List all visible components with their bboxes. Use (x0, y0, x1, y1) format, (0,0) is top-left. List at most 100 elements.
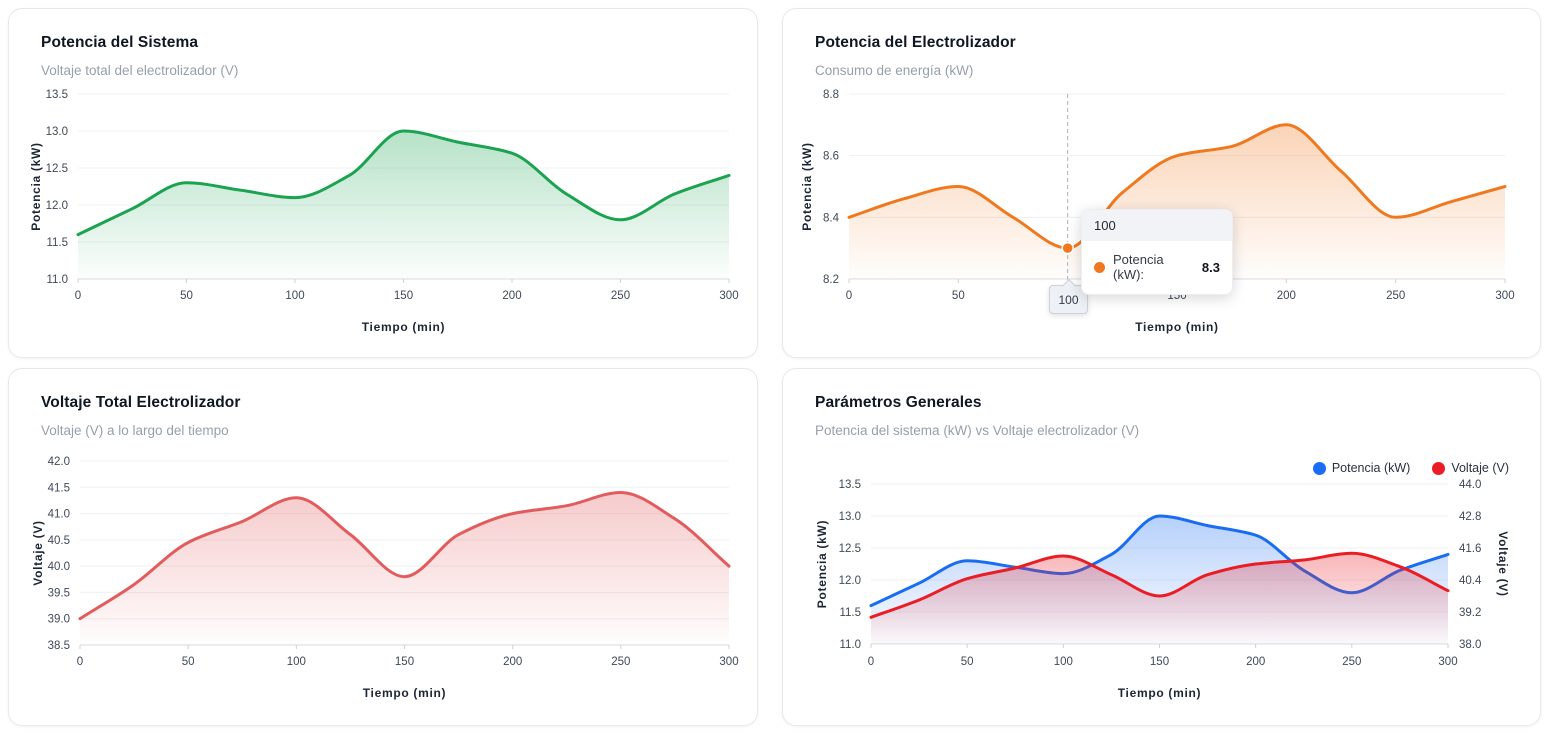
x-tick-label: 300 (1438, 656, 1457, 668)
parametros-generales-chart[interactable]: 11.0 11.5 12.0 12.5 13.0 13.5 38.0 39.2 40.4 41.6… (783, 369, 1540, 725)
legend-label: Voltaje (V) (1451, 461, 1509, 475)
y-tick-label-right: 41.6 (1459, 543, 1481, 555)
y-tick-label: 12.0 (46, 200, 68, 212)
y-tick-label: 39.0 (48, 614, 70, 626)
chart-canvas: 11.0 11.5 12.0 12.5 13.0 13.5 38.0 39.2 40.4 41.6… (815, 479, 1510, 700)
y-tick-label: 8.6 (823, 151, 839, 163)
y-tick-label: 12.5 (839, 543, 861, 555)
chart-title: Potencia del Electrolizador (815, 34, 1016, 51)
x-tick-label: 200 (1277, 290, 1296, 302)
y-axis-label: Potencia (kW) (800, 142, 814, 230)
y-tick-label-right: 39.2 (1459, 607, 1481, 619)
y-tick-label: 8.4 (823, 212, 840, 224)
y-tick-label-right: 44.0 (1459, 479, 1481, 491)
voltaje-total-chart[interactable]: 38.5 39.0 39.5 40.0 40.5 41.0 41.5 42.0 0 50 100 15… (9, 369, 757, 725)
legend-swatch-icon (1432, 461, 1446, 475)
card-parametros-generales: Parámetros Generales Potencia del sistem… (782, 368, 1541, 726)
x-tick-label: 200 (502, 290, 521, 302)
potencia-sistema-chart[interactable]: 11.0 11.5 12.0 12.5 13.0 13.5 0 50 100 150 200 250 3… (9, 9, 757, 357)
x-tick-label: 300 (1495, 290, 1514, 302)
y-tick-label: 11.0 (46, 274, 68, 286)
x-tick-label: 150 (1150, 656, 1169, 668)
x-tick-label: 50 (182, 656, 195, 668)
chart-subtitle: Voltaje total del electrolizador (V) (41, 63, 239, 78)
x-tick-label: 200 (503, 656, 522, 668)
x-tick-label: 100 (1058, 290, 1077, 302)
series-line (869, 551, 1450, 619)
x-axis-label: Tiempo (min) (362, 320, 446, 334)
x-tick-label: 200 (1246, 656, 1265, 668)
x-tick-label: 250 (1342, 656, 1361, 668)
x-tick-label: 150 (395, 656, 414, 668)
x-tick-label: 250 (1386, 290, 1405, 302)
x-tick-label: 0 (77, 656, 83, 668)
chart-title: Potencia del Sistema (41, 34, 199, 51)
series-line (76, 129, 731, 237)
legend-label: Potencia (kW) (1331, 461, 1411, 475)
x-tick-label: 50 (961, 656, 974, 668)
x-tick-label: 150 (1167, 290, 1186, 302)
x-tick-label: 300 (719, 290, 738, 302)
y-axis-label: Potencia (kW) (815, 520, 829, 608)
x-tick-label: 0 (75, 290, 81, 302)
y-tick-label: 38.5 (48, 640, 70, 652)
y-tick-label: 40.0 (48, 561, 70, 573)
y-tick-label-right: 38.0 (1459, 639, 1481, 651)
series-area-fill (78, 131, 729, 279)
x-tick-label: 0 (846, 290, 852, 302)
series-area-fill (80, 492, 729, 645)
y-axis-label: Voltaje (V) (31, 520, 45, 586)
x-tick-label: 50 (180, 290, 193, 302)
y-tick-label-right: 40.4 (1459, 575, 1482, 587)
y-tick-label: 11.0 (839, 639, 861, 651)
x-tick-label: 250 (611, 656, 630, 668)
y-tick-label-right: 42.8 (1459, 511, 1481, 523)
chart-subtitle: Potencia del sistema (kW) vs Voltaje ele… (815, 423, 1140, 438)
potencia-electrolizador-chart[interactable]: 8.2 8.4 8.6 8.8 0 50 100 150 200 250 300 Potencia (… (783, 9, 1540, 357)
y-tick-label: 13.5 (839, 479, 861, 491)
y-tick-label: 41.0 (48, 509, 70, 521)
chart-canvas: 11.0 11.5 12.0 12.5 13.0 13.5 0 50 100 150 200 250 3… (29, 89, 739, 334)
legend-item-voltaje[interactable]: Voltaje (V) (1432, 461, 1509, 475)
chart-title: Voltaje Total Electrolizador (41, 394, 241, 411)
x-tick-label: 150 (394, 290, 413, 302)
legend-item-potencia[interactable]: Potencia (kW) (1312, 461, 1411, 475)
x-axis-label: Tiempo (min) (1118, 686, 1202, 700)
card-voltaje-total: Voltaje Total Electrolizador Voltaje (V)… (8, 368, 758, 726)
chart-canvas: 8.2 8.4 8.6 8.8 0 50 100 150 200 250 300 Potencia (… (800, 89, 1515, 334)
x-tick-label: 0 (868, 656, 874, 668)
chart-legend: Potencia (kW) Voltaje (V) (1312, 461, 1509, 475)
y-tick-label: 13.5 (46, 89, 68, 101)
y-tick-label: 13.0 (839, 511, 861, 523)
y-tick-label: 42.0 (48, 456, 70, 468)
series-line (78, 491, 731, 621)
card-potencia-sistema: Potencia del Sistema Voltaje total del e… (8, 8, 758, 358)
y-tick-label: 41.5 (48, 482, 70, 494)
chart-subtitle: Consumo de energía (kW) (815, 63, 974, 78)
y-tick-label: 12.0 (839, 575, 861, 587)
hover-point-marker (1061, 241, 1074, 255)
x-tick-label: 100 (287, 656, 306, 668)
y-tick-label: 40.5 (48, 535, 70, 547)
y-tick-label: 11.5 (839, 607, 861, 619)
x-tick-label: 50 (952, 290, 965, 302)
y-tick-label: 8.8 (823, 89, 839, 101)
x-tick-label: 250 (611, 290, 630, 302)
y-tick-label: 12.5 (46, 163, 68, 175)
y-tick-label: 39.5 (48, 587, 70, 599)
y-axis-label: Potencia (kW) (29, 142, 43, 230)
series-area-fill (871, 553, 1448, 644)
chart-subtitle: Voltaje (V) a lo largo del tiempo (41, 423, 229, 438)
y-axis-label-right: Voltaje (V) (1496, 531, 1510, 597)
series-area-fill (849, 124, 1505, 279)
y-tick-label: 11.5 (46, 237, 68, 249)
series-line (847, 123, 1507, 250)
y-tick-label: 13.0 (46, 126, 68, 138)
x-axis-label: Tiempo (min) (363, 686, 447, 700)
chart-canvas: 38.5 39.0 39.5 40.0 40.5 41.0 41.5 42.0 0 50 100 15… (31, 456, 739, 700)
x-tick-label: 300 (719, 656, 738, 668)
y-tick-label: 8.2 (823, 274, 839, 286)
x-tick-label: 100 (1054, 656, 1073, 668)
card-potencia-electrolizador: Potencia del Electrolizador Consumo de e… (782, 8, 1541, 358)
